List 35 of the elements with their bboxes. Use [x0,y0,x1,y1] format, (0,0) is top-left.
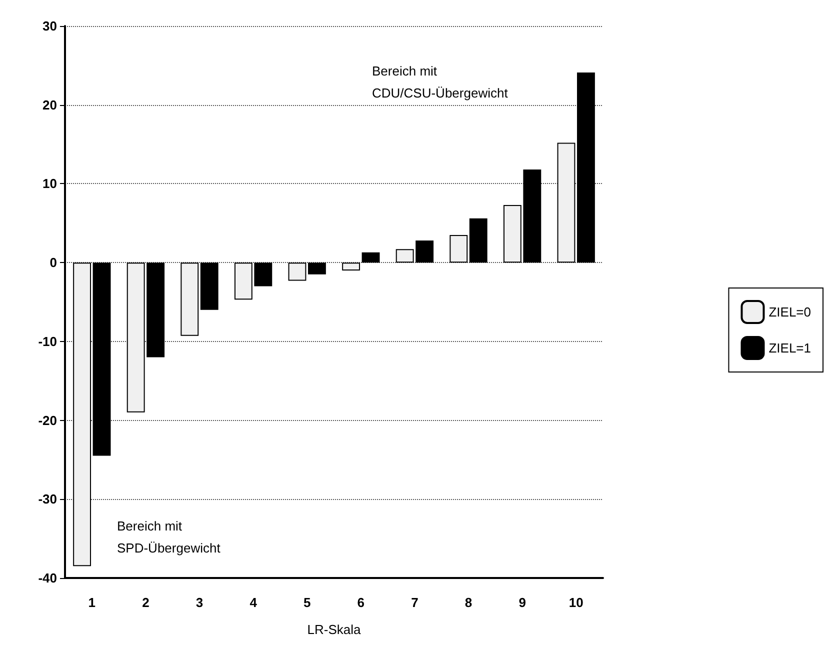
y-tick-label: 10 [42,176,57,192]
y-tick-label: -40 [38,570,57,586]
bar [342,262,360,270]
bar [180,262,199,336]
y-tick-label: 20 [42,97,57,112]
legend-label: ZIEL=0 [768,304,812,320]
bar [469,218,488,263]
y-tick-label: -20 [38,412,57,428]
bar [308,262,326,274]
y-tick-label: 30 [42,18,57,34]
x-tick-label: 4 [250,595,258,610]
bar [362,252,380,263]
x-tick-label: 10 [568,595,584,610]
annotation: Bereich mit CDU/CSU-Übergewicht [372,64,508,100]
bar [73,262,92,566]
bar [288,262,306,281]
x-tick-label: 8 [464,595,472,610]
x-tick-label: 9 [518,595,526,610]
bar [450,234,468,263]
x-tick-label: 5 [303,595,311,610]
bar [576,72,595,263]
bar [557,142,576,263]
y-tick-label: -10 [38,334,57,349]
annotation: Bereich mit SPD-Übergewicht [117,518,221,556]
y-tick-label: -30 [38,492,57,507]
x-tick-label: 6 [357,595,365,610]
x-tick-label: 3 [196,595,204,610]
bar [200,262,218,310]
y-tick-label: 0 [50,255,57,270]
x-tick-label: 1 [88,595,96,610]
x-axis-title: LR-Skala [307,622,362,637]
bar [92,262,111,456]
legend-label: ZIEL=1 [768,340,812,356]
x-tick-label: 7 [411,595,418,610]
x-tick-label: 2 [142,595,150,610]
